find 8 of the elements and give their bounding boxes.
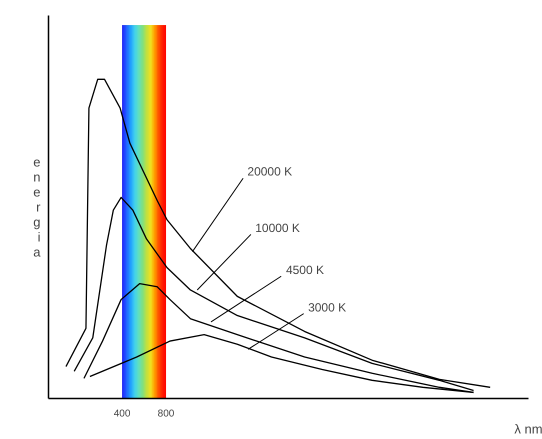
x-tick-label: 400	[114, 408, 131, 420]
y-axis-title: energia	[33, 154, 42, 260]
annotation: 20000 K	[247, 164, 292, 179]
annotation: 10000 K	[255, 220, 300, 235]
annotation: 4500 K	[286, 262, 324, 277]
x-tick-label: 800	[158, 408, 175, 420]
annotation: 3000 K	[308, 300, 346, 314]
x-axis-title: λ nm	[514, 422, 542, 436]
